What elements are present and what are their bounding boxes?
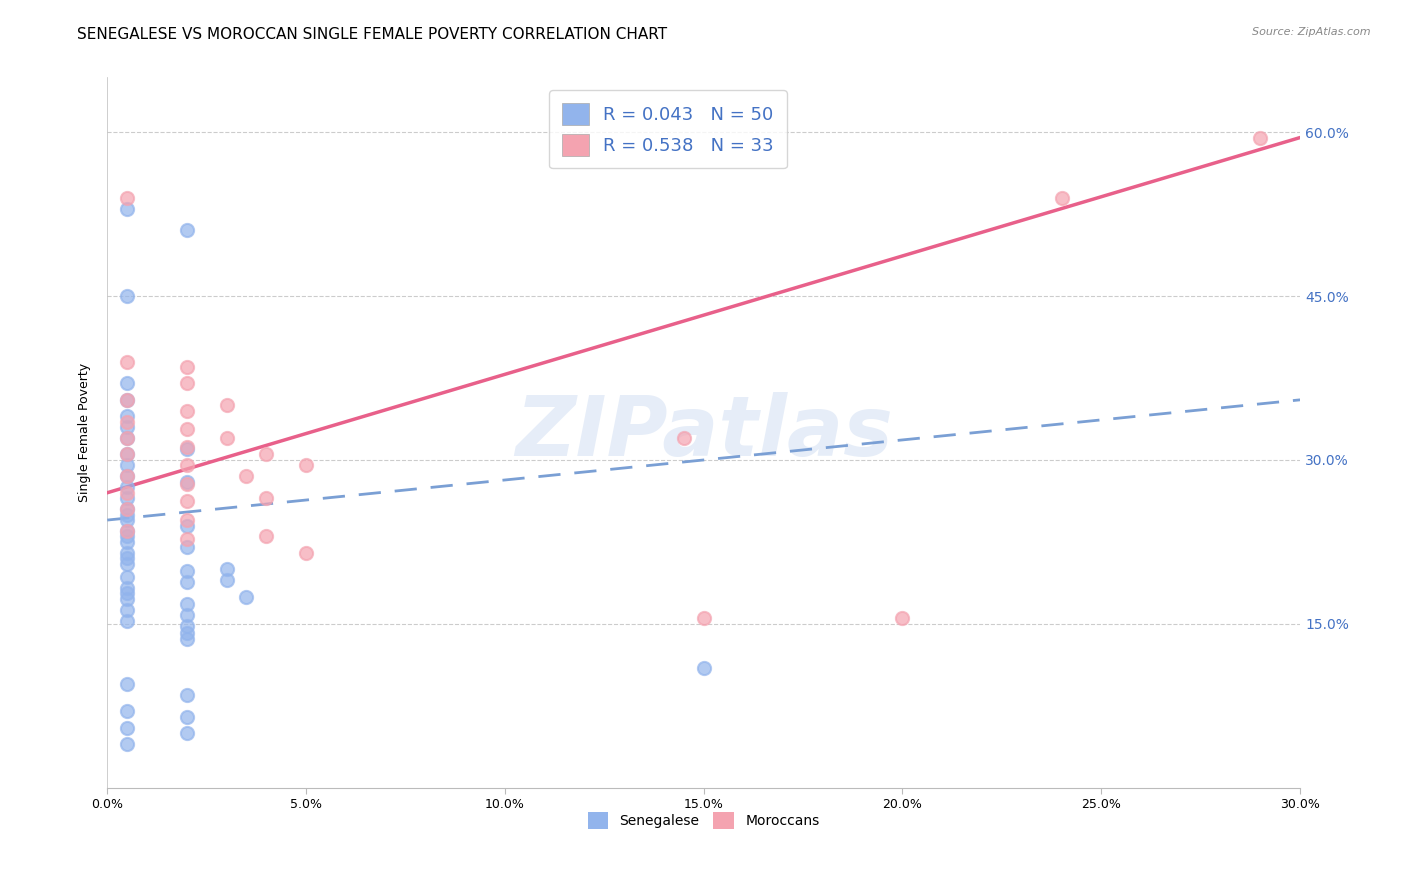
Point	[115, 570, 138, 584]
Point	[176, 565, 198, 579]
Point	[115, 448, 138, 462]
Point	[115, 469, 138, 483]
Point	[176, 608, 198, 623]
Text: Source: ZipAtlas.com: Source: ZipAtlas.com	[1253, 27, 1371, 37]
Point	[254, 491, 277, 506]
Point	[115, 529, 138, 543]
Point	[115, 392, 138, 407]
Point	[1249, 130, 1271, 145]
Text: ZIPatlas: ZIPatlas	[515, 392, 893, 473]
Point	[115, 469, 138, 483]
Point	[115, 677, 138, 691]
Point	[115, 546, 138, 560]
Point	[254, 529, 277, 543]
Point	[115, 502, 138, 516]
Point	[115, 415, 138, 429]
Point	[176, 223, 198, 237]
Point	[115, 508, 138, 522]
Point	[176, 518, 198, 533]
Point	[115, 524, 138, 538]
Point	[176, 513, 198, 527]
Point	[692, 611, 714, 625]
Point	[295, 546, 318, 560]
Legend: Senegalese, Moroccans: Senegalese, Moroccans	[582, 806, 825, 834]
Point	[692, 660, 714, 674]
Point	[115, 202, 138, 216]
Point	[215, 431, 238, 445]
Point	[176, 632, 198, 647]
Point	[1050, 191, 1073, 205]
Point	[176, 532, 198, 546]
Point	[115, 591, 138, 606]
Point	[115, 704, 138, 718]
Point	[176, 458, 198, 473]
Point	[176, 597, 198, 611]
Point	[215, 562, 238, 576]
Point	[176, 494, 198, 508]
Point	[115, 551, 138, 566]
Point	[176, 688, 198, 702]
Point	[115, 420, 138, 434]
Point	[176, 477, 198, 491]
Point	[115, 586, 138, 600]
Point	[115, 513, 138, 527]
Point	[115, 557, 138, 571]
Point	[215, 398, 238, 412]
Point	[215, 573, 238, 587]
Text: SENEGALESE VS MOROCCAN SINGLE FEMALE POVERTY CORRELATION CHART: SENEGALESE VS MOROCCAN SINGLE FEMALE POV…	[77, 27, 668, 42]
Point	[176, 726, 198, 740]
Point	[115, 721, 138, 735]
Point	[672, 431, 695, 445]
Point	[115, 614, 138, 628]
Point	[115, 485, 138, 500]
Point	[176, 404, 198, 418]
Point	[115, 431, 138, 445]
Point	[176, 710, 198, 724]
Point	[115, 603, 138, 617]
Point	[115, 502, 138, 516]
Point	[235, 590, 257, 604]
Point	[115, 409, 138, 424]
Point	[176, 575, 198, 590]
Point	[115, 191, 138, 205]
Point	[115, 524, 138, 538]
Point	[176, 376, 198, 391]
Point	[176, 619, 198, 633]
Point	[115, 289, 138, 303]
Point	[176, 442, 198, 456]
Point	[295, 458, 318, 473]
Point	[115, 448, 138, 462]
Point	[176, 360, 198, 375]
Point	[176, 541, 198, 555]
Point	[176, 625, 198, 640]
Point	[115, 354, 138, 368]
Point	[176, 440, 198, 454]
Point	[891, 611, 914, 625]
Point	[115, 737, 138, 751]
Point	[115, 491, 138, 506]
Point	[115, 535, 138, 549]
Point	[115, 392, 138, 407]
Point	[254, 448, 277, 462]
Point	[176, 475, 198, 489]
Point	[176, 422, 198, 436]
Point	[115, 431, 138, 445]
Y-axis label: Single Female Poverty: Single Female Poverty	[79, 363, 91, 502]
Point	[115, 458, 138, 473]
Point	[235, 469, 257, 483]
Point	[115, 581, 138, 595]
Point	[115, 480, 138, 494]
Point	[115, 376, 138, 391]
